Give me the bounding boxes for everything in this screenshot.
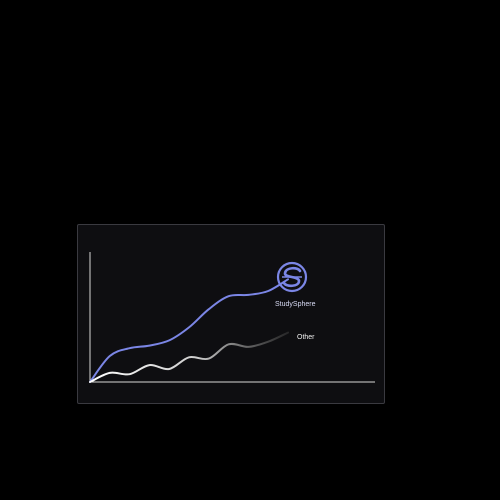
series-line-studysphere <box>89 278 289 383</box>
chart-card: StudySphere Other <box>77 224 385 404</box>
series-label-studysphere: StudySphere <box>275 301 316 308</box>
studysphere-s-logo-icon <box>276 261 308 293</box>
series-layer <box>89 278 289 383</box>
series-label-other: Other <box>297 334 315 341</box>
series-line-other <box>89 331 289 383</box>
line-chart: StudySphere Other <box>89 252 375 383</box>
